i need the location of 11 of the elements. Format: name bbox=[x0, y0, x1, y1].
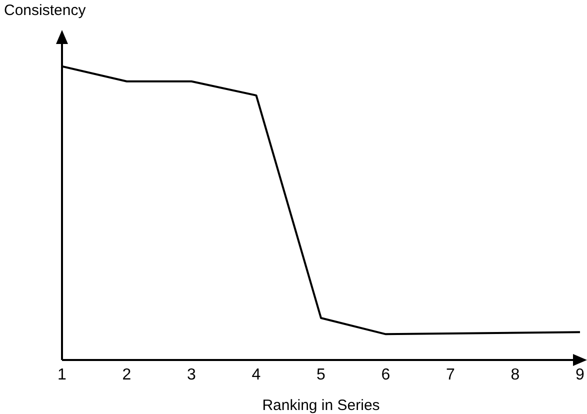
x-tick-label: 2 bbox=[122, 366, 132, 384]
x-tick-label: 7 bbox=[446, 366, 456, 384]
x-tick-label: 8 bbox=[510, 366, 520, 384]
x-tick-label: 9 bbox=[576, 366, 585, 384]
x-tick-label: 1 bbox=[58, 366, 67, 384]
x-axis-title: Ranking in Series bbox=[262, 397, 380, 414]
x-tick-label: 3 bbox=[187, 366, 196, 384]
y-axis-title: Consistency bbox=[4, 2, 86, 19]
x-tick-label: 6 bbox=[381, 366, 390, 384]
x-tick-label: 5 bbox=[316, 366, 326, 384]
x-tick-label: 4 bbox=[252, 366, 261, 384]
